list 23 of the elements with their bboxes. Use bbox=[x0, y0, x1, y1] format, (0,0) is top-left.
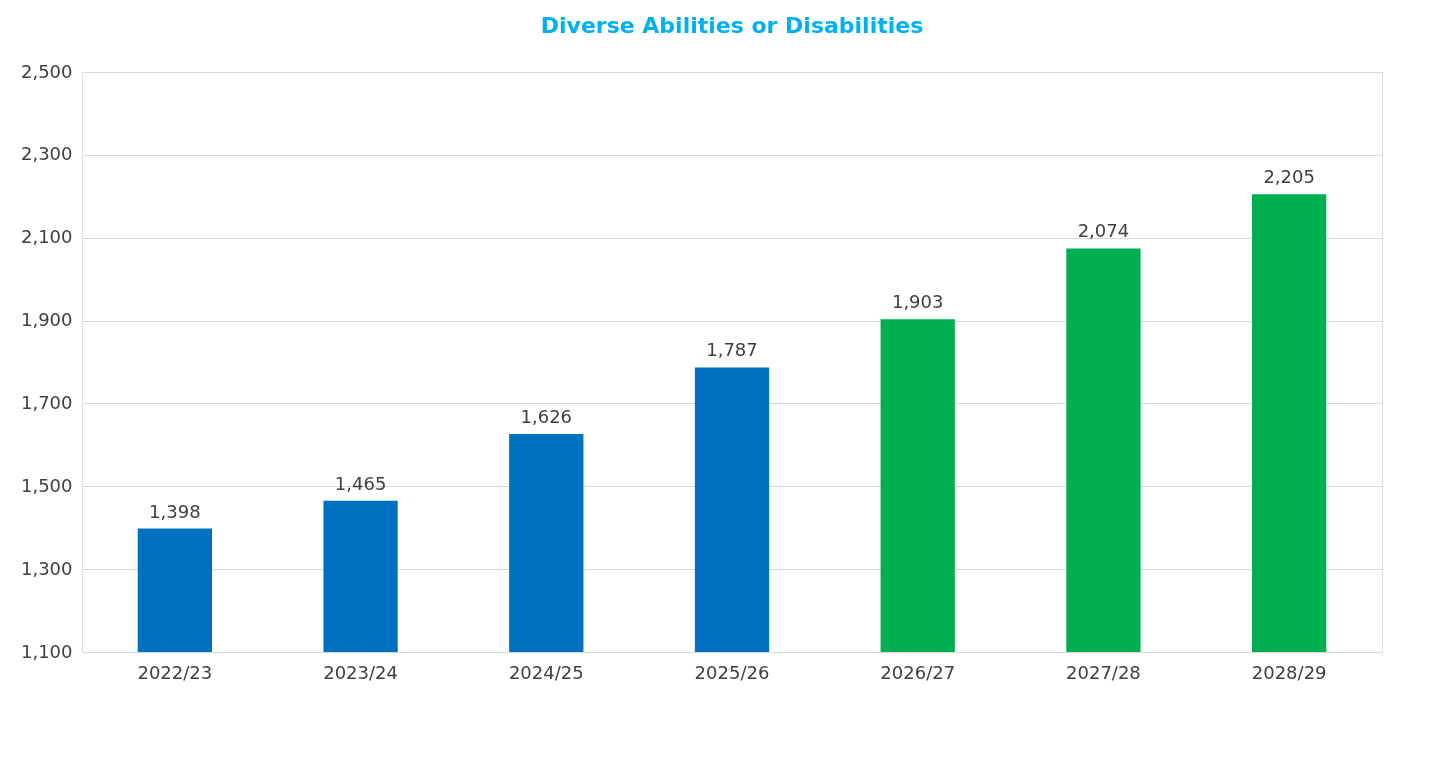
data-label: 2,074 bbox=[1077, 220, 1130, 242]
y-tick-label: 2,300 bbox=[20, 143, 73, 165]
y-tick-label: 1,500 bbox=[20, 474, 73, 496]
data-label: 1,903 bbox=[891, 291, 944, 313]
y-tick-label: 2,100 bbox=[20, 226, 73, 248]
y-tick-label: 1,900 bbox=[20, 309, 73, 331]
data-label: 2,205 bbox=[1263, 166, 1315, 188]
data-label: 1,465 bbox=[334, 472, 387, 494]
y-tick-label: 2,500 bbox=[20, 60, 73, 82]
y-tick-label: 1,700 bbox=[20, 391, 73, 413]
x-tick-label: 2025/26 bbox=[694, 661, 770, 683]
x-tick-label: 2023/24 bbox=[323, 661, 398, 683]
y-tick-label: 1,300 bbox=[20, 557, 73, 579]
chart-title: Diverse Abilities or Disabilities bbox=[540, 13, 924, 38]
x-tick-label: 2027/28 bbox=[1066, 661, 1141, 683]
data-label: 1,398 bbox=[149, 500, 201, 522]
x-tick-label: 2022/23 bbox=[137, 661, 213, 683]
data-label: 1,787 bbox=[706, 339, 758, 361]
x-tick-label: 2026/27 bbox=[880, 661, 956, 683]
x-tick-label: 2024/25 bbox=[508, 661, 584, 683]
y-tick-label: 1,100 bbox=[20, 640, 73, 662]
x-tick-label: 2028/29 bbox=[1251, 661, 1327, 683]
data-label: 1,626 bbox=[520, 406, 573, 428]
